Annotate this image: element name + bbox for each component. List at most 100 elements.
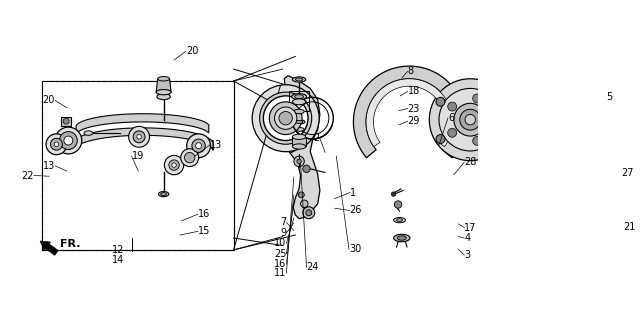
Circle shape: [473, 94, 482, 103]
Circle shape: [488, 115, 497, 124]
Text: FR.: FR.: [60, 239, 81, 249]
Bar: [42, 81, 234, 250]
Ellipse shape: [292, 94, 307, 100]
Text: 3: 3: [464, 250, 470, 260]
Circle shape: [436, 97, 445, 106]
Polygon shape: [156, 79, 171, 92]
Circle shape: [51, 138, 63, 150]
Text: 11: 11: [274, 268, 287, 278]
Circle shape: [55, 127, 82, 154]
Circle shape: [172, 163, 176, 167]
Circle shape: [60, 132, 77, 150]
Circle shape: [275, 107, 297, 130]
Ellipse shape: [397, 219, 403, 222]
Circle shape: [591, 89, 598, 96]
Circle shape: [548, 101, 586, 138]
Text: 20: 20: [43, 95, 55, 105]
Text: 9: 9: [280, 228, 287, 238]
Text: 13: 13: [43, 161, 55, 171]
Circle shape: [436, 135, 445, 144]
Text: 17: 17: [464, 223, 477, 233]
Circle shape: [279, 112, 292, 125]
Circle shape: [252, 85, 319, 152]
Text: 7: 7: [280, 217, 287, 227]
Ellipse shape: [84, 131, 93, 135]
Text: 14: 14: [111, 255, 124, 265]
Bar: [289, 91, 310, 112]
Bar: [42, 81, 234, 250]
Circle shape: [196, 143, 202, 149]
Text: 20: 20: [186, 46, 198, 56]
Circle shape: [269, 102, 302, 135]
Ellipse shape: [157, 94, 170, 100]
Ellipse shape: [292, 134, 306, 139]
Text: 6: 6: [448, 113, 454, 123]
Ellipse shape: [292, 77, 306, 82]
Circle shape: [301, 200, 308, 207]
Wedge shape: [567, 53, 634, 187]
Text: 16: 16: [198, 209, 210, 219]
Text: 12: 12: [111, 245, 124, 255]
Circle shape: [298, 192, 304, 198]
Circle shape: [448, 102, 457, 111]
Ellipse shape: [295, 78, 303, 81]
Polygon shape: [292, 137, 306, 146]
Text: 24: 24: [307, 262, 319, 272]
Circle shape: [626, 82, 635, 91]
Circle shape: [448, 128, 457, 137]
Ellipse shape: [159, 191, 169, 197]
Circle shape: [129, 126, 150, 147]
Text: 2: 2: [314, 133, 320, 143]
Circle shape: [64, 136, 73, 145]
Circle shape: [180, 149, 198, 167]
Circle shape: [562, 115, 572, 125]
Text: 29: 29: [408, 116, 420, 126]
Text: 25: 25: [274, 249, 287, 259]
Ellipse shape: [294, 109, 304, 114]
Circle shape: [169, 160, 179, 170]
Circle shape: [187, 134, 211, 158]
Ellipse shape: [161, 193, 166, 196]
Text: 19: 19: [132, 151, 144, 161]
Circle shape: [563, 155, 571, 162]
Circle shape: [563, 77, 571, 85]
Ellipse shape: [294, 95, 303, 99]
Circle shape: [454, 103, 486, 136]
Circle shape: [473, 137, 482, 145]
Text: 28: 28: [464, 157, 477, 167]
Circle shape: [439, 88, 502, 151]
Circle shape: [391, 192, 396, 196]
Ellipse shape: [157, 77, 170, 81]
Ellipse shape: [292, 144, 306, 149]
Ellipse shape: [294, 128, 304, 131]
Text: 5: 5: [607, 93, 612, 102]
Circle shape: [465, 115, 476, 125]
Text: 13: 13: [210, 140, 222, 150]
Text: 30: 30: [349, 244, 361, 254]
Circle shape: [306, 210, 312, 216]
Circle shape: [137, 135, 141, 139]
Ellipse shape: [293, 120, 305, 124]
Circle shape: [539, 92, 595, 148]
Text: 22: 22: [22, 170, 34, 181]
Text: 27: 27: [621, 168, 634, 178]
Polygon shape: [366, 79, 452, 147]
Text: 4: 4: [464, 233, 470, 243]
Polygon shape: [273, 88, 298, 153]
Circle shape: [260, 92, 312, 144]
Polygon shape: [72, 128, 213, 150]
Polygon shape: [279, 76, 320, 219]
Circle shape: [46, 134, 67, 155]
Ellipse shape: [292, 99, 306, 105]
Bar: [43, 82, 233, 249]
Text: 1: 1: [349, 188, 356, 197]
Circle shape: [617, 138, 621, 143]
Circle shape: [429, 79, 511, 160]
Circle shape: [192, 139, 205, 152]
Circle shape: [303, 165, 310, 173]
Circle shape: [591, 143, 598, 151]
Ellipse shape: [156, 90, 171, 95]
FancyArrow shape: [40, 241, 58, 255]
Circle shape: [557, 109, 577, 130]
Circle shape: [294, 156, 304, 167]
